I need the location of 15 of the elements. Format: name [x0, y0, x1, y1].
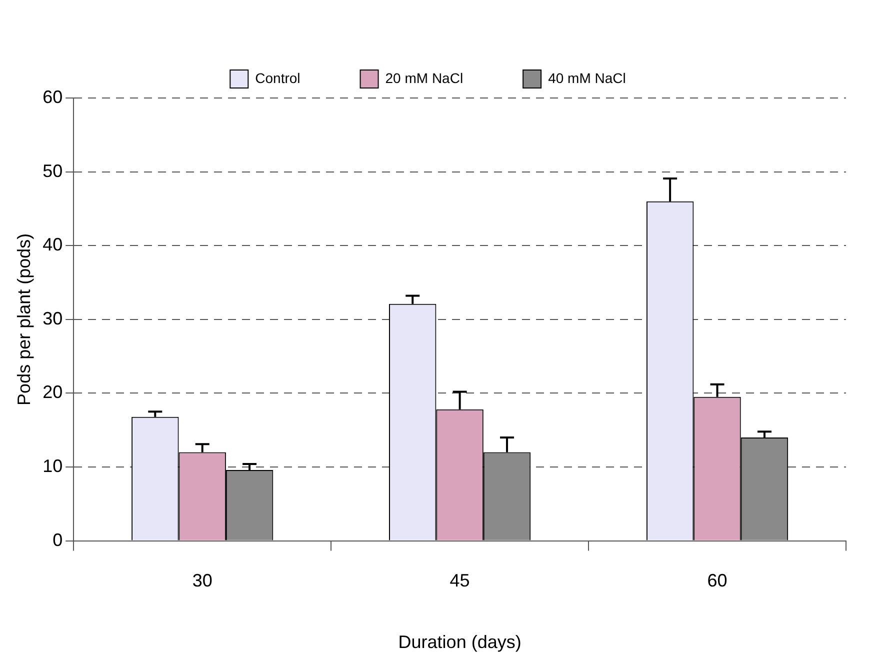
y-tick-label: 30 [42, 308, 63, 328]
y-tick-label: 50 [42, 160, 63, 181]
y-tick-label: 0 [52, 530, 63, 550]
x-tick-label: 60 [707, 570, 728, 591]
legend-label: 20 mM NaCl [385, 70, 464, 86]
x-tick-label: 30 [192, 570, 212, 591]
y-tick-label: 60 [42, 86, 63, 107]
y-tick-label: 40 [42, 234, 63, 255]
x-axis-title: Duration (days) [398, 632, 522, 652]
y-axis-title: Pods per plant (pods) [14, 233, 34, 406]
x-tick-label: 45 [450, 570, 470, 591]
y-tick-label: 10 [42, 456, 63, 476]
legend-label: Control [255, 70, 300, 86]
y-tick-label: 20 [42, 382, 63, 402]
legend-label: 40 mM NaCl [548, 70, 626, 86]
